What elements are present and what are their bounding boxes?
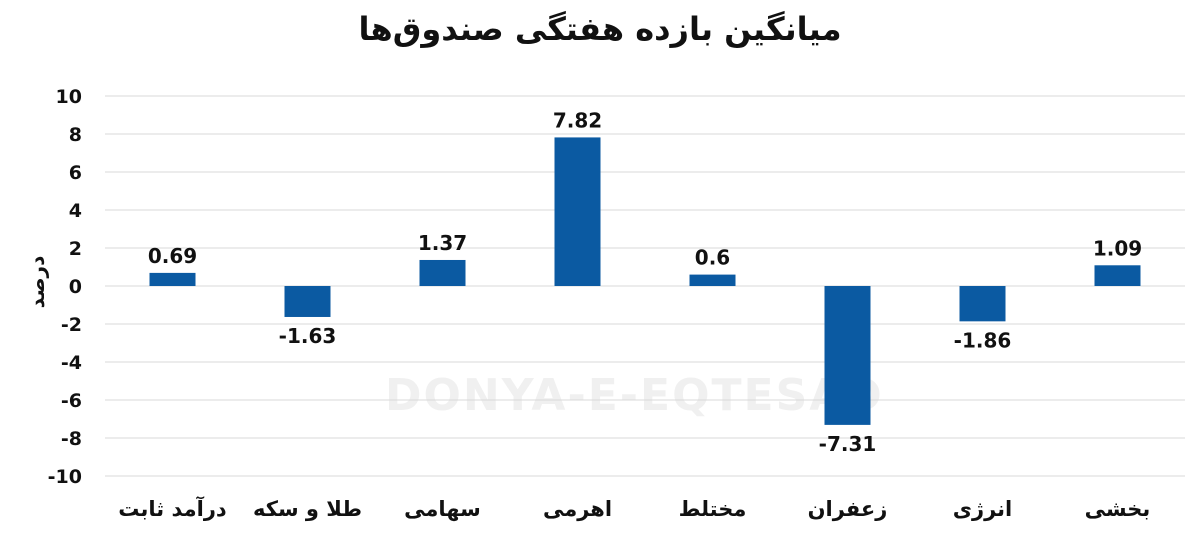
x-tick-label: انرژی xyxy=(953,497,1012,521)
y-tick-label: -2 xyxy=(61,314,82,336)
x-tick-label: طلا و سکه xyxy=(253,497,362,521)
x-tick-label: مختلط xyxy=(679,497,747,521)
bar xyxy=(689,274,736,286)
data-label: -7.31 xyxy=(819,432,877,456)
y-tick-label: 8 xyxy=(69,124,82,146)
data-label: 0.69 xyxy=(148,244,197,268)
y-tick-label: 0 xyxy=(69,276,82,298)
gridlines xyxy=(105,95,1185,477)
bar xyxy=(554,137,601,286)
y-tick-label: -4 xyxy=(61,352,82,374)
x-tick-label: درآمد ثابت xyxy=(118,496,227,521)
data-label: 7.82 xyxy=(553,108,602,132)
bars xyxy=(149,137,1141,425)
bar xyxy=(1094,265,1141,286)
y-tick-label: 10 xyxy=(56,86,82,108)
bar xyxy=(284,286,331,317)
y-tick-label: -10 xyxy=(48,466,82,488)
bar xyxy=(149,272,196,286)
x-tick-label: اهرمی xyxy=(543,497,612,521)
watermark-text: DONYA-E-EQTESAD xyxy=(385,370,884,421)
bar xyxy=(959,286,1006,322)
y-tick-label: 6 xyxy=(69,162,82,184)
y-tick-label: -8 xyxy=(61,428,82,450)
data-labels: 1.09 -1.86 -7.31 0.6 7.82 1.37 -1.63 0.69 xyxy=(148,108,1142,455)
x-tick-label: زعفران xyxy=(808,497,888,521)
data-label: -1.86 xyxy=(954,328,1012,352)
data-label: 1.37 xyxy=(418,231,467,255)
x-tick-label: سهامی xyxy=(404,497,481,521)
y-tick-label: -6 xyxy=(61,390,82,412)
data-label: 1.09 xyxy=(1093,236,1142,260)
y-tick-label: 2 xyxy=(69,238,82,260)
x-tick-labels: بخشی انرژی زعفران مختلط اهرمی سهامی طلا و سکه د… xyxy=(118,496,1150,521)
y-tick-labels: 10 8 6 4 2 0 -2 -4 -6 -8 -10 xyxy=(48,86,82,488)
data-label: -1.63 xyxy=(279,324,337,348)
x-tick-label: بخشی xyxy=(1085,497,1151,521)
chart-title: میانگین بازده هفتگی صندوق‌ها xyxy=(358,10,842,48)
bar xyxy=(419,259,466,286)
data-label: 0.6 xyxy=(695,246,730,270)
y-tick-label: 4 xyxy=(69,200,82,222)
bar xyxy=(824,286,871,425)
